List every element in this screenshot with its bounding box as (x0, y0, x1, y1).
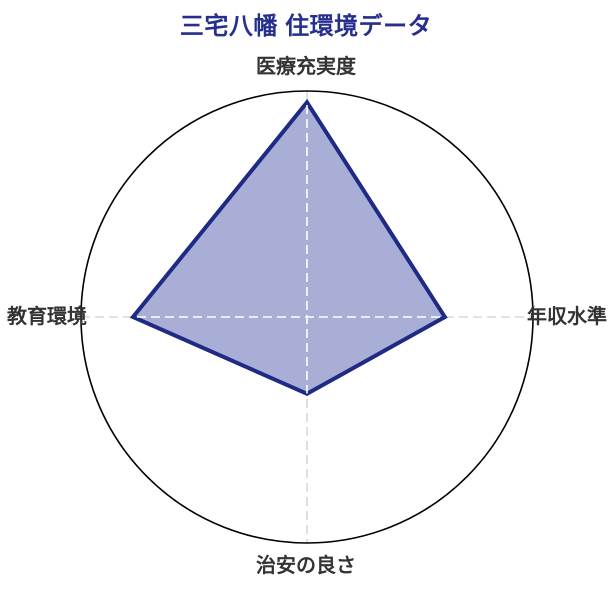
radar-outer-circle (80, 90, 534, 544)
chart-title: 三宅八幡 住環境データ (179, 13, 433, 40)
axis-lines-inside-series (133, 102, 445, 394)
radar-data-polygon (129, 98, 448, 397)
axis-label-education: 教育環境 (7, 306, 87, 328)
axis-label-income: 年収水準 (527, 306, 607, 328)
axis-label-medical: 医療充実度 (256, 56, 356, 78)
axis-label-safety: 治安の良さ (256, 555, 356, 577)
